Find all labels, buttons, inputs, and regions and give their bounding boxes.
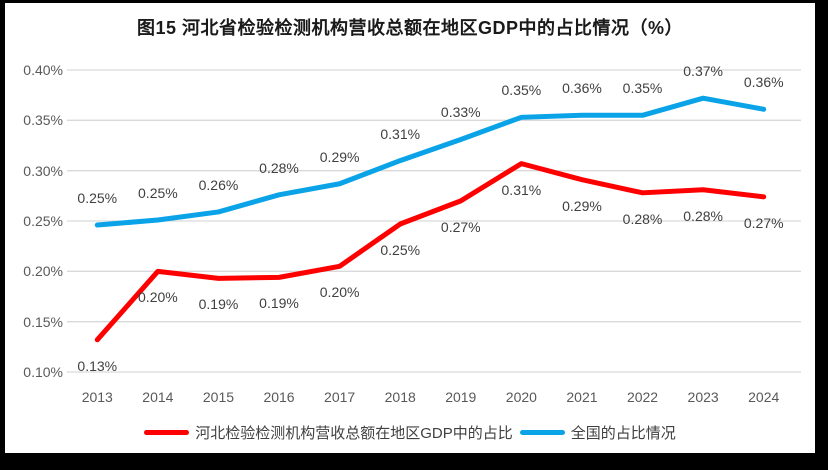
- data-label-national: 0.37%: [683, 63, 723, 80]
- data-label-national: 0.36%: [562, 80, 602, 97]
- x-tick-label: 2017: [324, 389, 356, 405]
- data-label-national: 0.31%: [380, 125, 421, 142]
- series-line-national: [94, 95, 767, 228]
- legend-label-national: 全国的占比情况: [570, 424, 676, 442]
- chart-panel: 图15 河北省检验检测机构营收总额在地区GDP中的占比情况（%） 0.40% 0.…: [5, 3, 815, 453]
- y-tick-label: 0.10%: [23, 364, 63, 380]
- data-label-national: 0.29%: [319, 148, 360, 165]
- data-label-hebei: 0.28%: [622, 210, 663, 227]
- data-label-hebei: 0.28%: [683, 207, 723, 224]
- data-label-national: 0.28%: [259, 159, 299, 176]
- data-label-national: 0.26%: [198, 176, 239, 193]
- x-tick-label: 2022: [626, 389, 659, 405]
- legend-item-national: 全国的占比情况: [519, 422, 676, 443]
- data-label-hebei: 0.20%: [319, 284, 360, 301]
- x-tick-label: 2023: [687, 389, 719, 405]
- y-tick-label: 0.20%: [23, 263, 63, 280]
- legend: 河北检验检测机构营收总额在地区GDP中的占比 全国的占比情况: [5, 422, 815, 443]
- data-label-national: 0.35%: [501, 82, 542, 99]
- x-tick-label: 2013: [81, 389, 113, 405]
- data-label-hebei: 0.31%: [501, 181, 542, 198]
- data-label-hebei: 0.27%: [440, 218, 481, 235]
- data-label-hebei: 0.25%: [380, 242, 421, 259]
- y-tick-label: 0.40%: [23, 62, 63, 78]
- y-tick-label: 0.30%: [23, 162, 63, 179]
- data-label-national: 0.36%: [743, 74, 784, 91]
- x-tick-label: 2024: [748, 389, 780, 405]
- x-tick-label: 2020: [505, 389, 537, 405]
- x-tick-label: 2016: [263, 389, 295, 405]
- data-label-hebei: 0.13%: [77, 357, 118, 374]
- x-tick-label: 2021: [566, 389, 598, 405]
- data-label-national: 0.33%: [440, 104, 481, 121]
- series-line-hebei: [94, 161, 767, 343]
- x-tick-label: 2018: [384, 389, 416, 405]
- x-tick-label: 2015: [202, 389, 235, 405]
- y-tick-label: 0.15%: [23, 313, 63, 330]
- legend-item-hebei: 河北检验检测机构营收总额在地区GDP中的占比: [144, 422, 513, 443]
- data-label-hebei: 0.19%: [259, 295, 299, 312]
- legend-swatch-national: [519, 429, 565, 435]
- data-label-hebei: 0.20%: [138, 289, 178, 306]
- legend-label-hebei: 河北检验检测机构营收总额在地区GDP中的占比: [195, 424, 513, 442]
- data-label-hebei: 0.27%: [743, 214, 784, 231]
- data-label-national: 0.35%: [622, 80, 663, 97]
- data-label-hebei: 0.29%: [562, 197, 602, 214]
- y-tick-label: 0.25%: [23, 213, 63, 229]
- chart-title: 图15 河北省检验检测机构营收总额在地区GDP中的占比情况（%）: [136, 18, 684, 38]
- legend-swatch-hebei: [144, 429, 190, 435]
- x-tick-label: 2019: [445, 389, 477, 405]
- data-label-national: 0.25%: [138, 184, 178, 201]
- plot-area: [67, 69, 801, 373]
- x-tick-label: 2014: [142, 389, 174, 405]
- y-tick-label: 0.35%: [23, 112, 63, 129]
- data-label-national: 0.25%: [77, 190, 118, 207]
- data-label-hebei: 0.19%: [198, 296, 239, 313]
